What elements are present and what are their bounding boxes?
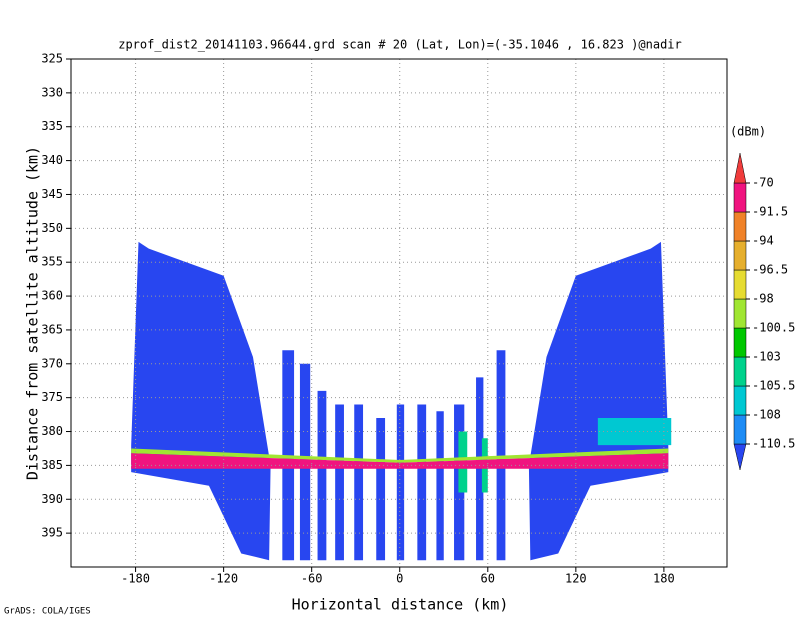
- colorbar-segment: [733, 211, 747, 242]
- colorbar-low-arrow: [733, 443, 747, 471]
- colorbar-segment: [733, 385, 747, 416]
- colorbar-label: -110.5: [752, 437, 795, 451]
- colorbar-segment: [733, 240, 747, 271]
- shaded-region: [131, 241, 271, 561]
- chart-title: zprof_dist2_20141103.96644.grd scan # 20…: [118, 38, 682, 52]
- y-tick-label: 345: [41, 187, 63, 201]
- plot-frame: [70, 58, 728, 568]
- shaded-region: [396, 404, 405, 561]
- y-tick-label: 340: [41, 153, 63, 167]
- shaded-region: [496, 350, 506, 561]
- colorbar-label: -103: [752, 350, 781, 364]
- shaded-region: [317, 390, 327, 561]
- shaded-region: [476, 377, 484, 561]
- y-tick-label: 350: [41, 221, 63, 235]
- x-tick-label: 180: [653, 572, 675, 586]
- colorbar-label: -100.5: [752, 321, 795, 335]
- colorbar-segment: [733, 298, 747, 329]
- y-axis-label: Distance from satellite altitude (km): [24, 146, 42, 480]
- y-tick-label: 335: [41, 119, 63, 133]
- colorbar-segment: [733, 414, 747, 445]
- y-tick-label: 370: [41, 356, 63, 370]
- colorbar-title: (dBm): [730, 125, 766, 139]
- x-tick-label: -60: [301, 572, 323, 586]
- colorbar-label: -70: [752, 176, 774, 190]
- y-tick-label: 360: [41, 289, 63, 303]
- colorbar-label: -105.5: [752, 379, 795, 393]
- y-tick-label: 325: [41, 52, 63, 66]
- shaded-region: [417, 404, 427, 561]
- x-axis-label: Horizontal distance (km): [292, 596, 509, 614]
- colorbar-high-arrow: [733, 152, 747, 184]
- x-tick-label: 0: [396, 572, 403, 586]
- shaded-region: [131, 453, 669, 469]
- y-tick-label: 365: [41, 322, 63, 336]
- y-tick-label: 330: [41, 85, 63, 99]
- colorbar-segment: [733, 269, 747, 300]
- x-tick-label: -120: [209, 572, 238, 586]
- shaded-region: [436, 411, 444, 561]
- colorbar-label: -108: [752, 408, 781, 422]
- x-tick-label: 120: [565, 572, 587, 586]
- shaded-region: [335, 404, 344, 561]
- shaded-region: [597, 417, 672, 446]
- y-tick-label: 390: [41, 492, 63, 506]
- colorbar-label: -91.5: [752, 205, 788, 219]
- shaded-region: [354, 404, 364, 561]
- colorbar-label: -98: [752, 292, 774, 306]
- y-tick-label: 380: [41, 424, 63, 438]
- x-tick-label: 60: [481, 572, 495, 586]
- y-tick-label: 375: [41, 390, 63, 404]
- credit: GrADS: COLA/IGES: [4, 607, 91, 617]
- colorbar-label: -94: [752, 234, 774, 248]
- shaded-region: [131, 448, 669, 463]
- x-tick-label: -180: [121, 572, 150, 586]
- y-tick-label: 385: [41, 458, 63, 472]
- shaded-region: [376, 417, 386, 561]
- colorbar-segment: [733, 327, 747, 358]
- colorbar-segment: [733, 182, 747, 213]
- shaded-region: [528, 241, 669, 561]
- y-tick-label: 355: [41, 255, 63, 269]
- y-tick-label: 395: [41, 526, 63, 540]
- colorbar-label: -96.5: [752, 263, 788, 277]
- colorbar-segment: [733, 356, 747, 387]
